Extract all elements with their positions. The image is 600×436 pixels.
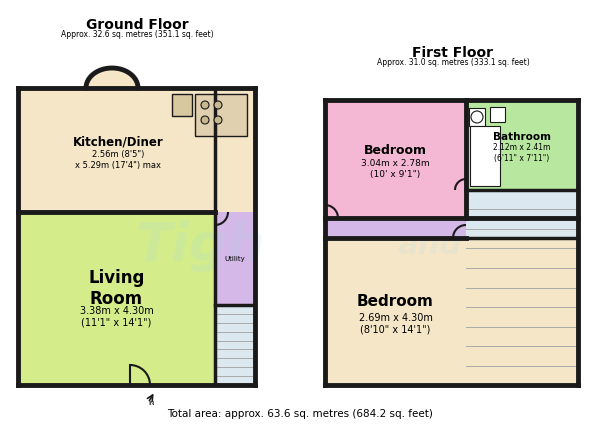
Text: Living
Room: Living Room [88,269,145,308]
Text: 3.04m x 2.78m
(10' x 9'1"): 3.04m x 2.78m (10' x 9'1") [361,159,430,179]
Bar [466,190,578,385]
Circle shape [201,116,209,124]
Text: IN: IN [149,401,155,406]
Text: Tigh: Tigh [136,220,265,272]
Text: 2.56m (8'5")
x 5.29m (17'4") max: 2.56m (8'5") x 5.29m (17'4") max [75,150,161,170]
Bar [18,88,255,212]
Circle shape [471,111,483,123]
Bar [466,100,578,190]
Bar [490,107,505,122]
Text: Utility: Utility [224,255,245,262]
Text: Bedroom: Bedroom [357,294,434,309]
Bar [195,94,247,136]
Text: Total area: approx. 63.6 sq. metres (684.2 sq. feet): Total area: approx. 63.6 sq. metres (684… [167,409,433,419]
Text: 2.69m x 4.30m
(8'10" x 14'1"): 2.69m x 4.30m (8'10" x 14'1") [359,313,433,334]
Bar [18,212,215,385]
Bar [215,305,255,385]
Text: Bedroom: Bedroom [364,144,427,157]
Text: 2.12m x 2.41m
(6'11" x 7'11"): 2.12m x 2.41m (6'11" x 7'11") [493,143,551,163]
Text: Bathroom: Bathroom [493,132,551,142]
Bar [172,94,192,116]
Circle shape [201,101,209,109]
Text: and: and [398,232,462,260]
Circle shape [214,101,222,109]
Bar [470,126,500,186]
Text: Approx. 31.0 sq. metres (333.1 sq. feet): Approx. 31.0 sq. metres (333.1 sq. feet) [377,58,529,67]
Text: Ground Floor: Ground Floor [86,18,188,32]
Text: First Floor: First Floor [413,46,493,60]
Bar [325,238,578,385]
Circle shape [214,116,222,124]
Polygon shape [86,68,138,88]
Bar [325,218,578,238]
Text: Kitchen/Diner: Kitchen/Diner [73,136,163,149]
Text: Approx. 32.6 sq. metres (351.1 sq. feet): Approx. 32.6 sq. metres (351.1 sq. feet) [61,30,214,39]
Text: 3.38m x 4.30m
(11'1" x 14'1"): 3.38m x 4.30m (11'1" x 14'1") [80,306,154,327]
Bar [325,100,466,218]
Bar [215,212,255,305]
Bar [469,108,485,126]
